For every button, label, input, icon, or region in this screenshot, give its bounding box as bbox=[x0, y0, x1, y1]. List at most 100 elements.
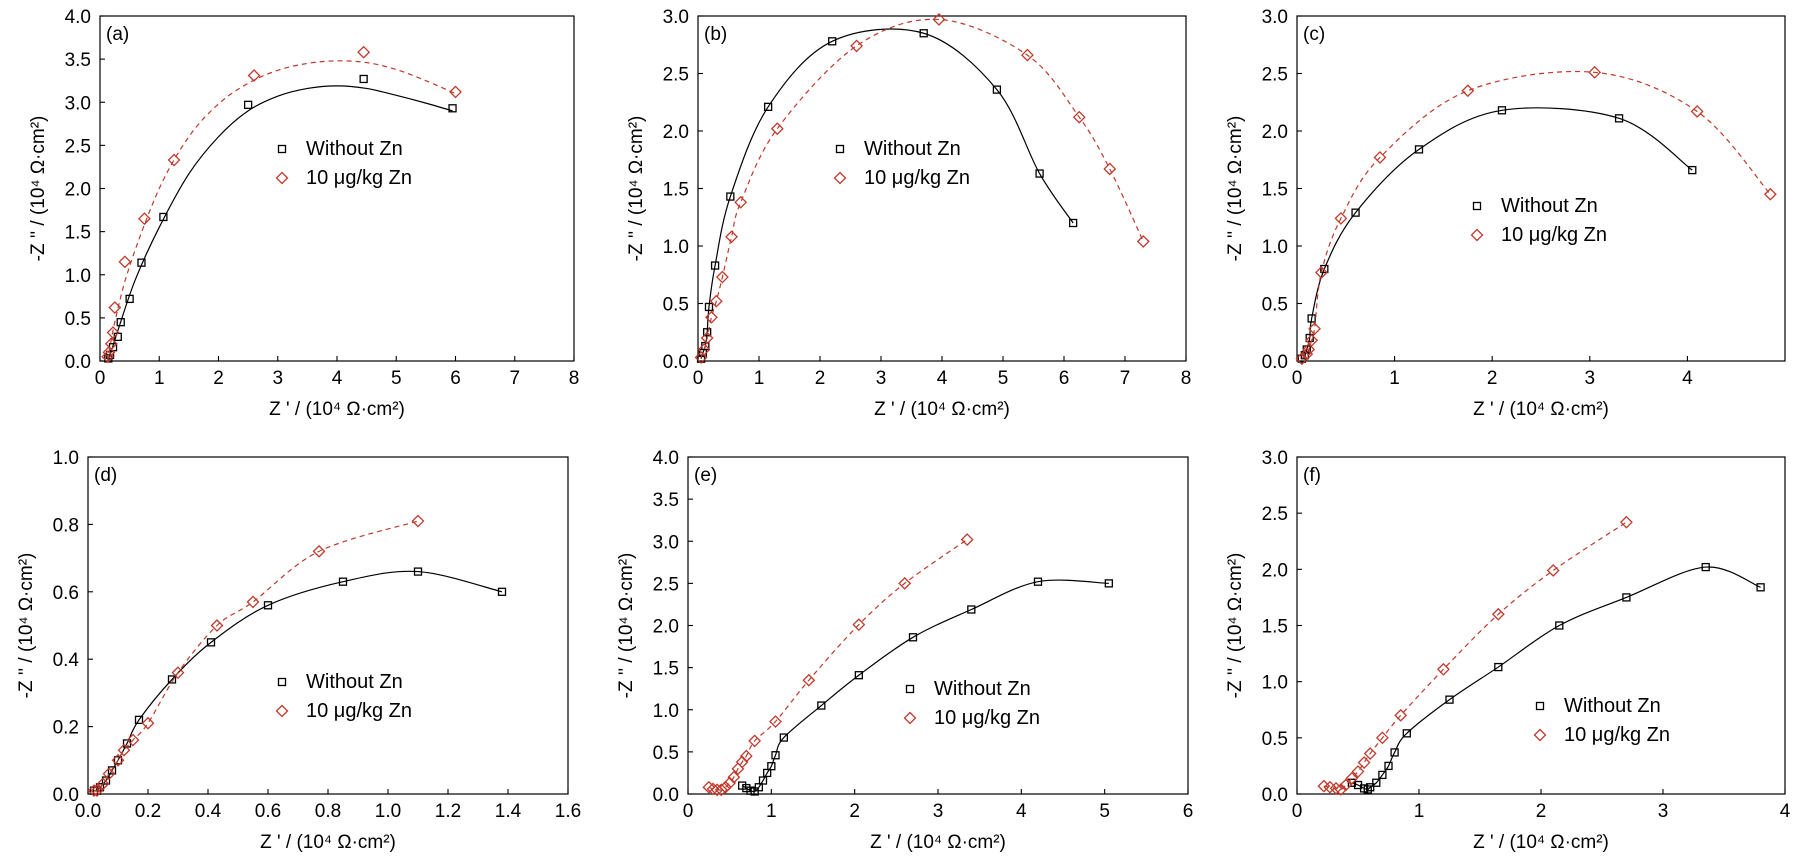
legend-marker-without-zn bbox=[905, 684, 915, 694]
data-point bbox=[734, 195, 748, 209]
legend: Without Zn 10 μg/kg Zn bbox=[1533, 695, 1670, 746]
x-tick-label: 8 bbox=[1181, 368, 1192, 389]
data-point bbox=[159, 212, 168, 222]
data-point bbox=[1491, 607, 1505, 621]
y-tick-label: 1.5 bbox=[1262, 617, 1288, 638]
y-tick-label: 1.0 bbox=[1262, 237, 1288, 258]
data-point bbox=[771, 751, 780, 760]
y-tick-label: 2.5 bbox=[653, 574, 679, 595]
data-point bbox=[709, 294, 723, 308]
panel-label: (a) bbox=[106, 24, 129, 45]
series-line bbox=[93, 520, 419, 792]
data-point bbox=[1302, 343, 1316, 356]
x-tick-label: 6 bbox=[1183, 801, 1194, 822]
data-point bbox=[852, 618, 866, 632]
data-point bbox=[246, 595, 260, 609]
chart-panel-e: 0 1 2 3 4 5 6 0.0 0.5 1.0 1.5 2.0 2.5 3.0 3.5 4.0 (e) Z '… bbox=[616, 448, 1193, 853]
data-point bbox=[694, 351, 708, 364]
y-tick-label: 0.0 bbox=[1262, 352, 1288, 373]
x-tick-label: 0 bbox=[1292, 801, 1303, 822]
x-tick-label: 4 bbox=[1016, 801, 1027, 822]
y-axis-label: -Z '' / (10⁴ Ω·cm²) bbox=[1225, 116, 1246, 262]
data-point bbox=[1372, 778, 1381, 787]
legend-label-without-zn: Without Zn bbox=[306, 138, 403, 160]
y-tick-label: 2.0 bbox=[65, 180, 91, 201]
y-tick-label: 0.0 bbox=[663, 352, 689, 373]
y-tick-label: 2.0 bbox=[663, 122, 689, 143]
x-tick-label: 0.4 bbox=[195, 801, 222, 822]
x-tick-label: 1.2 bbox=[435, 801, 461, 822]
data-point bbox=[1394, 708, 1408, 722]
data-point bbox=[206, 638, 216, 647]
data-point bbox=[908, 633, 918, 642]
data-point bbox=[1020, 48, 1034, 62]
data-point bbox=[1701, 562, 1710, 572]
data-point bbox=[1072, 110, 1086, 124]
legend-label-zn: 10 μg/kg Zn bbox=[934, 707, 1040, 729]
data-point bbox=[167, 153, 181, 167]
legend-label-zn: 10 μg/kg Zn bbox=[1564, 724, 1670, 746]
data-point bbox=[1588, 65, 1602, 79]
data-point bbox=[247, 69, 261, 82]
data-point bbox=[769, 715, 782, 728]
data-point bbox=[726, 192, 735, 201]
data-point bbox=[702, 780, 716, 794]
y-tick-label: 0.0 bbox=[1262, 785, 1288, 806]
legend-marker-zn bbox=[903, 711, 917, 725]
x-tick-label: 3 bbox=[876, 368, 887, 389]
legend-marker-without-zn bbox=[835, 144, 845, 154]
y-tick-label: 0.8 bbox=[53, 515, 79, 536]
data-point bbox=[828, 37, 837, 46]
series-without-zn bbox=[89, 567, 507, 795]
y-tick-label: 0.4 bbox=[53, 650, 80, 671]
data-point bbox=[779, 733, 788, 742]
data-point bbox=[125, 294, 134, 304]
x-tick-label: 2 bbox=[213, 368, 224, 389]
legend-marker-zn bbox=[275, 171, 289, 185]
data-point bbox=[90, 784, 104, 798]
y-tick-label: 3.5 bbox=[653, 490, 679, 511]
data-point bbox=[700, 331, 714, 345]
y-tick-label: 3.0 bbox=[65, 93, 91, 114]
data-point bbox=[137, 258, 146, 267]
data-point bbox=[710, 261, 720, 270]
data-point bbox=[817, 701, 826, 710]
legend-marker-without-zn bbox=[277, 677, 287, 687]
y-axis-label: -Z '' / (10⁴ Ω·cm²) bbox=[16, 553, 37, 699]
legend: Without Zn 10 μg/kg Zn bbox=[833, 138, 970, 189]
data-point bbox=[1378, 770, 1387, 780]
legend-label-without-zn: Without Zn bbox=[306, 671, 403, 693]
data-point bbox=[210, 619, 224, 632]
data-point bbox=[748, 734, 762, 748]
series-line bbox=[1301, 107, 1693, 360]
legend-marker-without-zn bbox=[1472, 201, 1482, 211]
data-point bbox=[1295, 352, 1309, 366]
chart-panel-a: 0 1 2 3 4 5 6 7 8 0.0 0.5 1.0 1.5 2.0 2.5 3.0 3.5 4.0 (a) Z… bbox=[28, 7, 579, 420]
data-point bbox=[1390, 748, 1399, 757]
x-axis-label: Z ' / (10⁴ Ω·cm²) bbox=[1473, 399, 1609, 420]
x-tick-label: 2 bbox=[849, 801, 860, 822]
x-tick-label: 6 bbox=[1059, 368, 1070, 389]
data-point bbox=[1104, 579, 1113, 588]
data-point bbox=[739, 749, 753, 763]
data-point bbox=[113, 756, 123, 765]
x-tick-label: 1 bbox=[754, 368, 765, 389]
data-point bbox=[992, 85, 1002, 94]
data-point bbox=[1300, 347, 1314, 361]
data-point bbox=[1497, 106, 1507, 115]
legend-marker-zn bbox=[833, 171, 847, 185]
x-axis-label: Z ' / (10⁴ Ω·cm²) bbox=[1473, 832, 1609, 853]
data-point bbox=[357, 45, 371, 59]
data-point bbox=[1033, 577, 1043, 586]
data-point bbox=[1069, 218, 1078, 228]
data-point bbox=[1305, 333, 1319, 347]
x-tick-label: 1.0 bbox=[375, 801, 401, 822]
data-point bbox=[750, 787, 759, 796]
x-axis-label: Z ' / (10⁴ Ω·cm²) bbox=[870, 832, 1006, 853]
data-point bbox=[1546, 564, 1560, 577]
data-point bbox=[1136, 234, 1150, 248]
series-zn bbox=[87, 514, 425, 798]
y-tick-label: 3.0 bbox=[653, 532, 679, 553]
legend: Without Zn 10 μg/kg Zn bbox=[275, 671, 412, 722]
